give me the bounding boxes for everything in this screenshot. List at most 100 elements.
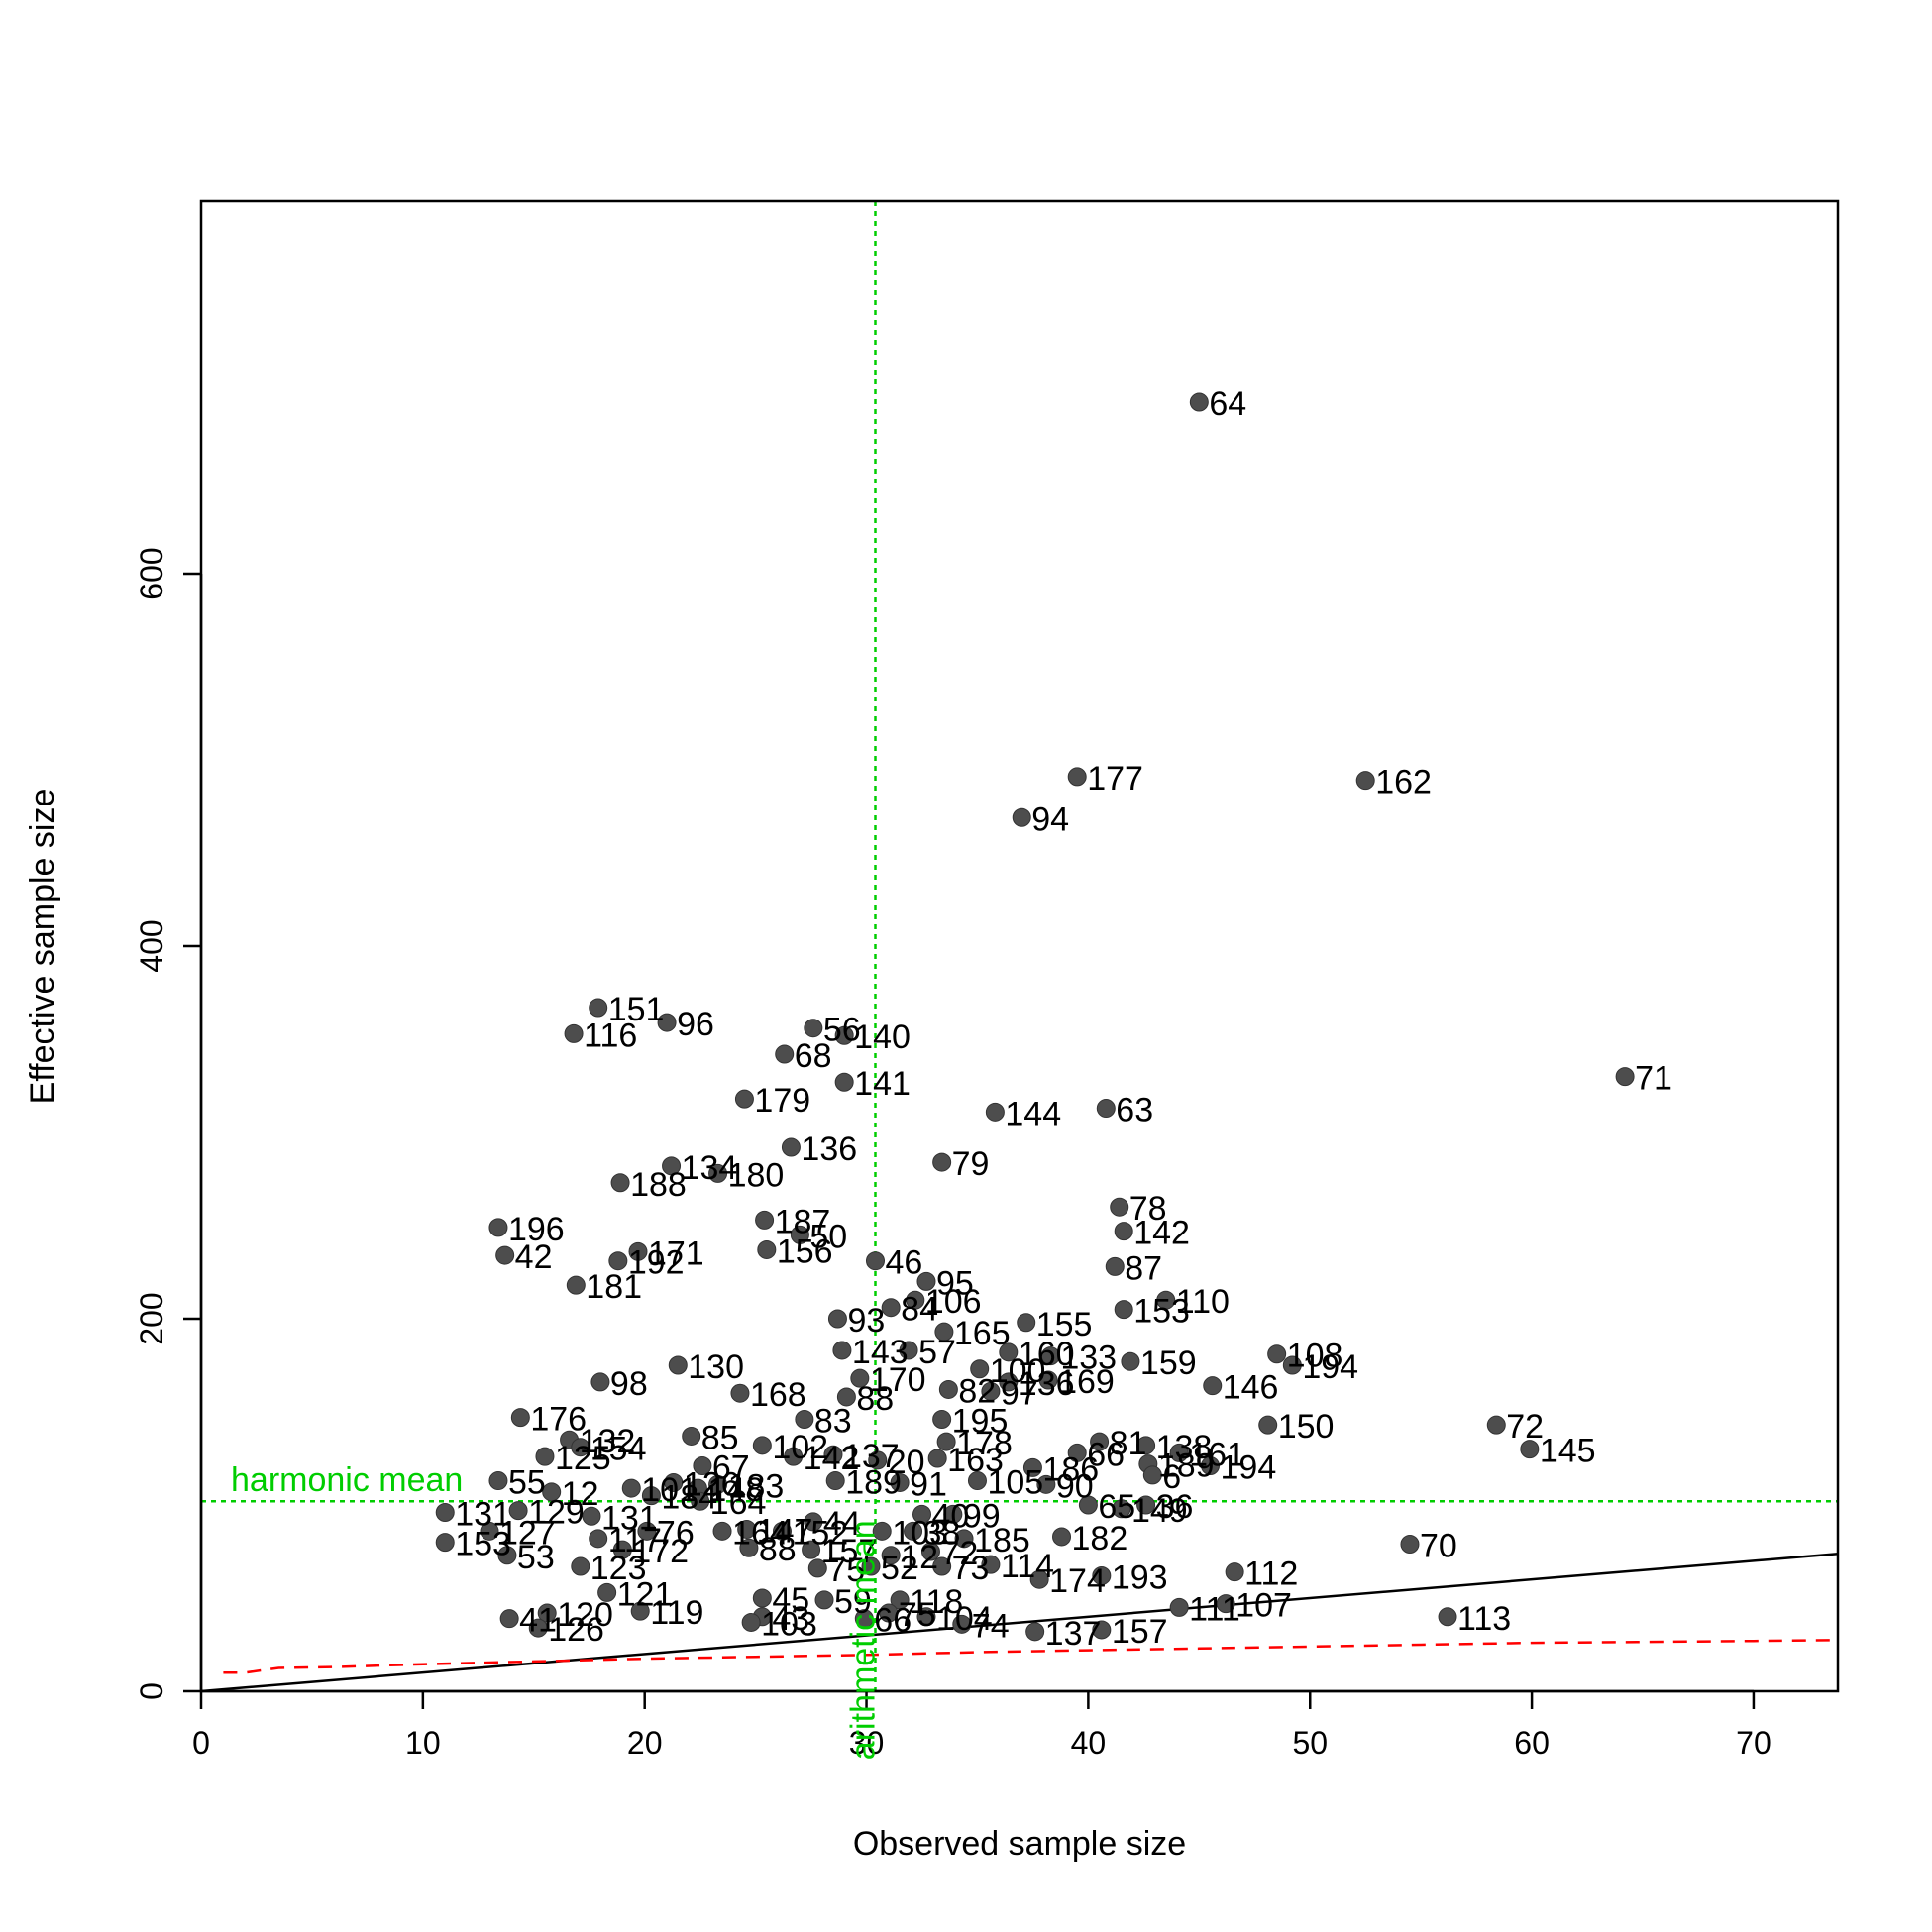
data-point	[528, 1618, 548, 1638]
data-point	[1169, 1443, 1189, 1462]
data-point	[861, 1556, 881, 1576]
threshold-curve	[223, 1639, 1839, 1674]
point-label: 59	[834, 1583, 872, 1621]
point-label: 129	[528, 1494, 585, 1532]
point-label: 183	[728, 1467, 785, 1505]
point-label: 38	[923, 1514, 961, 1552]
point-label: 131	[601, 1499, 658, 1537]
point-label: 196	[508, 1211, 565, 1248]
data-point	[999, 1372, 1019, 1392]
point-label: 182	[1072, 1520, 1128, 1557]
point-label: 172	[632, 1533, 689, 1570]
data-point	[1052, 1527, 1072, 1547]
point-label: 88	[759, 1531, 797, 1568]
point-label: 63	[1116, 1092, 1153, 1129]
data-point	[981, 1381, 1001, 1401]
data-point	[571, 1556, 590, 1576]
data-point	[435, 1503, 455, 1523]
data-point	[1282, 1355, 1302, 1375]
point-label: 178	[956, 1425, 1013, 1462]
point-label: 125	[555, 1440, 611, 1477]
data-point	[807, 1558, 827, 1578]
point-label: 102	[772, 1429, 828, 1466]
data-point	[630, 1601, 650, 1621]
point-label: 123	[590, 1550, 647, 1587]
point-label: 118	[910, 1583, 963, 1621]
point-label: 99	[963, 1497, 1001, 1535]
point-label: 120	[557, 1596, 613, 1634]
data-point	[1486, 1415, 1506, 1435]
point-label: 74	[972, 1607, 1010, 1645]
point-label: 138	[1156, 1429, 1213, 1466]
data-point	[1520, 1440, 1540, 1459]
data-point	[1092, 1565, 1112, 1585]
data-point	[571, 1438, 590, 1457]
point-label: 159	[1140, 1344, 1197, 1382]
data-point	[868, 1450, 888, 1470]
data-point	[1067, 1443, 1087, 1462]
data-point	[510, 1408, 530, 1428]
data-point	[970, 1359, 990, 1379]
point-label: 148	[707, 1471, 764, 1509]
point-label: 137	[1045, 1615, 1102, 1653]
point-label: 160	[1019, 1336, 1075, 1373]
point-label: 163	[947, 1442, 1004, 1479]
identity-line	[200, 1553, 1839, 1693]
point-label: 134	[682, 1149, 738, 1187]
point-label: 117	[608, 1522, 662, 1559]
point-label: 81	[1110, 1425, 1147, 1462]
data-point	[597, 1582, 617, 1602]
point-label: 187	[775, 1203, 831, 1240]
data-point	[904, 1521, 923, 1541]
data-point	[936, 1432, 956, 1451]
point-label: 110	[1176, 1283, 1230, 1321]
data-point	[999, 1342, 1019, 1362]
point-label: 127	[499, 1514, 556, 1552]
data-point	[488, 1471, 508, 1491]
point-label: 98	[610, 1365, 648, 1403]
data-point	[1203, 1376, 1223, 1396]
point-label: 91	[910, 1465, 947, 1503]
data-point	[752, 1588, 772, 1608]
data-point	[899, 1341, 918, 1360]
point-label: 78	[1129, 1190, 1167, 1228]
data-point	[737, 1519, 757, 1539]
data-point	[662, 1156, 682, 1176]
point-label: 83	[814, 1403, 852, 1441]
data-point	[1012, 807, 1031, 827]
point-label: 87	[1125, 1249, 1162, 1287]
point-label: 76	[657, 1514, 695, 1552]
data-point	[1438, 1607, 1457, 1627]
point-label: 72	[1506, 1408, 1544, 1446]
point-label: 153	[1133, 1293, 1190, 1331]
data-point	[608, 1251, 628, 1271]
point-label: 41	[519, 1602, 557, 1640]
point-label: 164	[710, 1484, 767, 1522]
point-label: 141	[854, 1065, 911, 1103]
data-point	[850, 1368, 870, 1388]
point-label: 90	[1056, 1467, 1094, 1505]
point-label: 64	[1209, 385, 1246, 423]
point-label: 130	[688, 1348, 744, 1386]
data-point	[804, 1019, 823, 1038]
point-label: 36	[1156, 1488, 1194, 1526]
point-label: 105	[987, 1464, 1043, 1502]
x-tick-label: 10	[405, 1725, 441, 1761]
point-label: 164	[732, 1514, 789, 1552]
data-point	[775, 1044, 795, 1064]
data-point	[832, 1341, 852, 1360]
data-point	[952, 1614, 972, 1634]
data-point	[755, 1210, 775, 1230]
data-point	[610, 1173, 630, 1193]
point-label: 12	[562, 1475, 599, 1513]
data-point	[804, 1512, 823, 1532]
data-point	[1017, 1313, 1036, 1333]
point-label: 106	[925, 1283, 982, 1321]
data-point	[1036, 1474, 1056, 1494]
point-label: 20	[888, 1444, 925, 1481]
point-label: 66	[1087, 1436, 1125, 1473]
point-label: 147	[757, 1512, 813, 1550]
data-point	[879, 1603, 899, 1623]
point-label: 181	[586, 1268, 642, 1306]
